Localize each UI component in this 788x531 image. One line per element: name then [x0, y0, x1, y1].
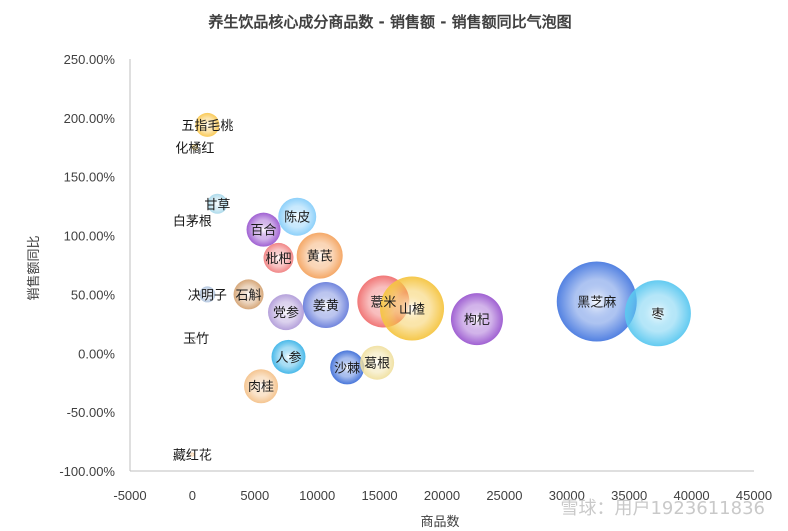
bubble-label: 决明子 [188, 288, 227, 303]
bubble-label: 黄芪 [307, 250, 333, 265]
bubble-label: 石斛 [236, 288, 262, 303]
bubble-point [246, 212, 281, 247]
bubble-point [207, 193, 228, 214]
bubble-point [360, 345, 395, 380]
bubble-label: 百合 [251, 224, 277, 239]
bubble-label: 党参 [273, 305, 299, 321]
bubble-label: 枣 [651, 307, 664, 322]
y-axis-title: 销售额同比 [26, 235, 42, 300]
bubble-label: 白茅根 [173, 213, 212, 229]
bubble-label: 人参 [275, 350, 301, 366]
bubble-label: 陈皮 [284, 210, 310, 226]
bubble-point [194, 335, 199, 340]
bubble-point [278, 197, 317, 236]
bubble-label: 葛根 [364, 357, 390, 372]
y-tick-label: 100.00% [64, 229, 116, 244]
bubble-point [330, 350, 365, 385]
bubble-point [190, 452, 195, 457]
bubble-label: 化橘红 [175, 140, 214, 156]
y-tick-label: 150.00% [64, 170, 116, 185]
bubble-point [199, 286, 216, 303]
bubble-point [380, 276, 445, 341]
y-tick-label: 0.00% [78, 346, 115, 361]
y-tick-label: 200.00% [64, 111, 116, 126]
x-tick-label: 45000 [736, 488, 772, 503]
x-tick-label: 20000 [424, 488, 460, 503]
x-tick-label: 5000 [240, 488, 269, 503]
y-tick-label: -100.00% [59, 464, 115, 479]
y-tick-label: 50.00% [71, 287, 116, 302]
bubble-point [271, 339, 306, 374]
x-tick-label: 25000 [486, 488, 522, 503]
bubble-point [263, 242, 294, 273]
y-tick-label: 250.00% [64, 52, 116, 67]
bubble-point [296, 232, 343, 279]
x-tick-label: 0 [189, 488, 196, 503]
x-tick-label: 15000 [362, 488, 398, 503]
bubble-label: 藏红花 [173, 448, 212, 464]
bubble-point [233, 279, 264, 310]
bubbles-layer [190, 112, 691, 457]
bubble-point [302, 282, 349, 329]
bubble-point [556, 261, 637, 342]
bubble-point [191, 144, 198, 151]
bubble-label: 肉桂 [248, 380, 274, 395]
bubble-point [624, 280, 691, 347]
y-axis-ticks: 250.00% 200.00% 150.00% 100.00% 50.00% 0.00% -… [59, 52, 115, 479]
bubble-label: 枇杷 [266, 252, 292, 267]
bubble-label: 薏米 [370, 295, 396, 310]
x-tick-label: 30000 [549, 488, 585, 503]
bubble-point [190, 218, 195, 223]
x-tick-label: 40000 [674, 488, 710, 503]
y-tick-label: -50.00% [67, 405, 116, 420]
watermark-text: 雪球：用户1923611836 [560, 498, 765, 519]
bubble-label: 山楂 [399, 303, 425, 318]
chart-title: 养生饮品核心成分商品数 - 销售额 - 销售额同比气泡图 [207, 13, 571, 31]
bubble-label: 五指毛桃 [181, 119, 233, 134]
x-axis-ticks: -5000 0 5000 10000 15000 20000 25000 30000 35000… [113, 488, 772, 503]
x-tick-label: 35000 [611, 488, 647, 503]
bubble-label: 甘草 [204, 198, 230, 213]
bubble-point [244, 369, 279, 404]
bubble-point [450, 293, 503, 346]
bubble-label: 黑芝麻 [577, 294, 616, 310]
bubble-point [268, 294, 304, 331]
x-tick-label: -5000 [113, 488, 146, 503]
bubble-label: 玉竹 [183, 332, 209, 347]
x-tick-label: 10000 [299, 488, 335, 503]
bubble-point [195, 112, 220, 137]
bubble-label: 姜黄 [313, 299, 339, 314]
x-axis-title: 商品数 [420, 515, 459, 530]
bubble-label: 沙棘 [334, 361, 360, 376]
bubble-label: 枸杞 [464, 313, 490, 328]
